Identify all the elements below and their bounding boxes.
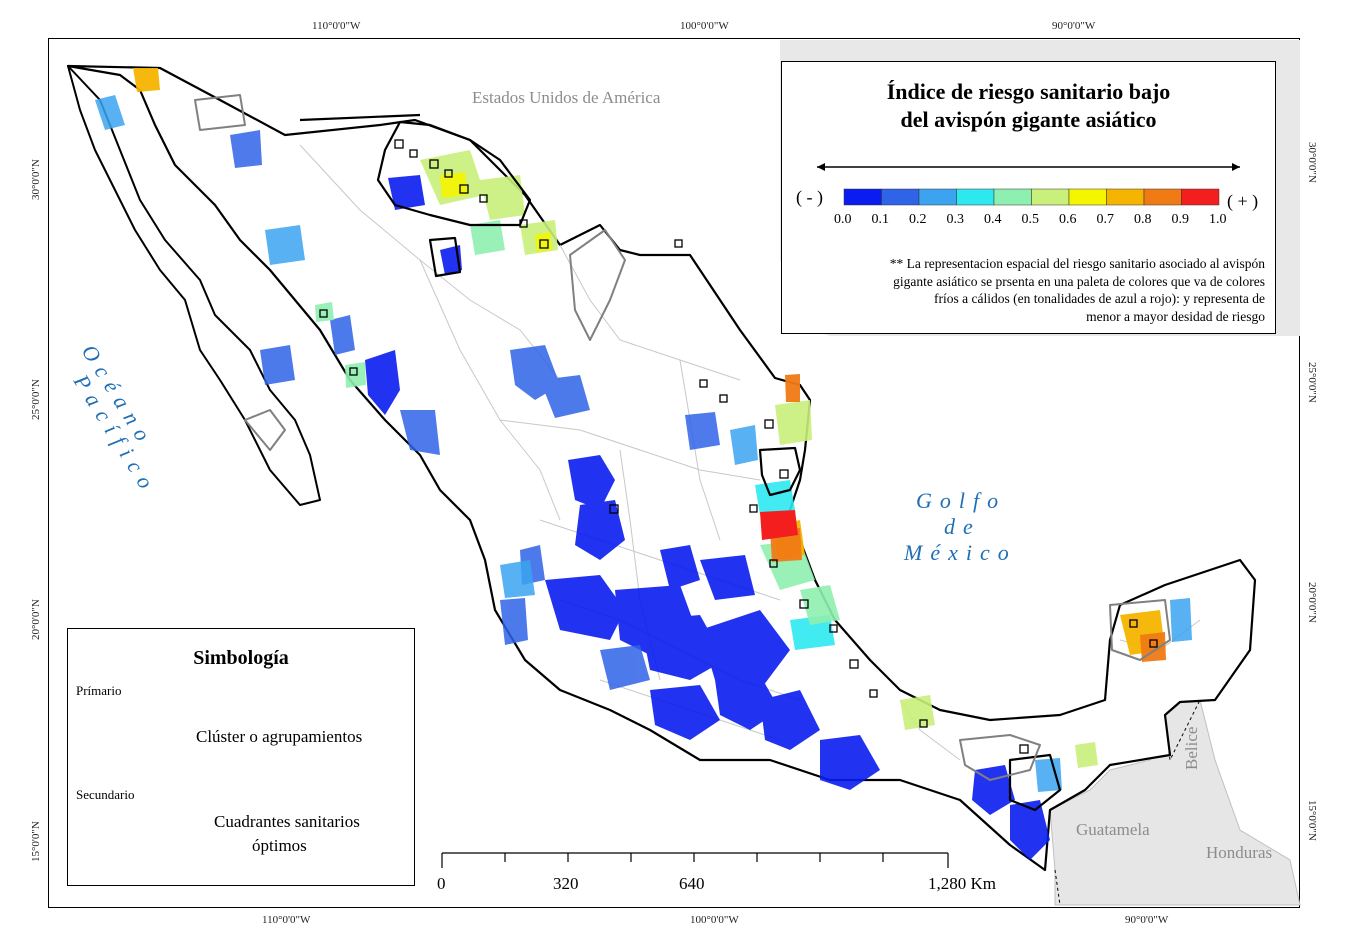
coord-bottom-100: 100°0'0"W <box>690 914 739 926</box>
scale-label-0: 0 <box>437 874 446 893</box>
legend-colorbar <box>817 163 1240 206</box>
map-frame <box>48 38 1300 908</box>
honduras-label: Honduras <box>1206 843 1273 862</box>
legend-note: ** La representacion espacial del riesgo… <box>792 255 1265 325</box>
colorbar-tick-label: 0.3 <box>946 212 965 227</box>
cuadrantes-label-line1: Cuadrantes sanitarios <box>214 812 360 831</box>
sanitary-quadrants <box>319 139 1158 754</box>
colorbar-tick-label: 0.5 <box>1021 212 1040 227</box>
belice-label: Belice <box>1182 726 1201 770</box>
legend-minus: ( - ) <box>796 187 823 207</box>
primario-label: Prímario <box>76 683 122 698</box>
coord-left-20: 20°0'0"N <box>30 599 42 640</box>
risk-patches <box>95 68 1192 860</box>
legend-note-line3: fríos a cálidos (en tonalidades de azul … <box>934 291 1265 306</box>
legend-tick-row: 0.0 0.1 0.2 0.3 0.4 0.5 0.6 0.7 0.8 0.9 1.0 <box>782 212 1277 232</box>
legend-note-line2: gigante asiático se prsenta en una palet… <box>893 273 1265 289</box>
scale-label-1280: 1,280 Km <box>928 874 996 893</box>
legend-title: Índice de riesgo sanitario bajo del avis… <box>782 78 1275 134</box>
colorbar-cell <box>843 188 882 206</box>
mexico-land <box>66 64 1257 872</box>
colorbar-tick-label: 0.4 <box>984 212 1002 227</box>
colorbar-tick-label: 1.0 <box>1209 212 1227 227</box>
coord-right-30: 30°0'0"N <box>1306 142 1318 183</box>
simbologia-title: Simbología <box>193 647 289 669</box>
scale-label-320: 320 <box>553 874 579 893</box>
colorbar-tick-label: 0.2 <box>909 212 927 227</box>
coord-bottom-110: 110°0'0"W <box>262 914 311 926</box>
guatemala-area <box>1049 699 1301 906</box>
colorbar-cell <box>1031 188 1070 206</box>
colorbar-cell <box>1143 188 1182 206</box>
colorbar-cell <box>881 188 920 206</box>
gulf-label-line3: México <box>904 540 1017 565</box>
coord-right-15: 15°0'0"N <box>1306 800 1318 841</box>
legend-plus: ( + ) <box>1227 191 1259 211</box>
scale-bar <box>441 852 949 868</box>
colorbar-tick-label: 0.0 <box>834 212 852 227</box>
colorbar-tick-label: 0.9 <box>1171 212 1190 227</box>
coord-right-20: 20°0'0"N <box>1306 582 1318 623</box>
colorbar-cell <box>1106 188 1145 206</box>
legend-note-line1: ** La representacion espacial del riesgo… <box>889 256 1265 271</box>
gulf-label-line1: Golfo <box>916 488 1007 513</box>
risk-legend: Índice de riesgo sanitario bajo del avis… <box>781 61 1276 334</box>
clusters-secondary <box>194 94 1171 781</box>
colorbar-cell <box>956 188 995 206</box>
coord-top-110: 110°0'0"W <box>312 20 361 32</box>
coord-left-30: 30°0'0"N <box>30 159 42 200</box>
usa-label: Estados Unidos de América <box>472 88 661 107</box>
colorbar-cell <box>918 188 957 206</box>
secundario-label: Secundario <box>76 787 135 802</box>
colorbar-tick-label: 0.7 <box>1096 212 1115 227</box>
clusters-primary <box>299 113 1062 812</box>
legend-title-line1: Índice de riesgo sanitario bajo <box>886 79 1171 104</box>
coord-top-100: 100°0'0"W <box>680 20 729 32</box>
coord-bottom-90: 90°0'0"W <box>1125 914 1169 926</box>
coord-left-25: 25°0'0"N <box>30 379 42 420</box>
guatemala-label: Guatamela <box>1076 820 1150 839</box>
coord-top-90: 90°0'0"W <box>1052 20 1096 32</box>
colorbar-tick-label: 0.1 <box>871 212 890 227</box>
colorbar-tick-label: 0.6 <box>1059 212 1077 227</box>
colorbar-tick-label: 0.8 <box>1134 212 1152 227</box>
gulf-label-line2: de <box>944 514 981 539</box>
baja-peninsula <box>67 65 321 506</box>
colorbar-cell <box>1068 188 1107 206</box>
coord-right-25: 25°0'0"N <box>1306 362 1318 403</box>
coord-left-15: 15°0'0"N <box>30 821 42 862</box>
colorbar-cell <box>1181 188 1220 206</box>
simbologia-legend: Simbología Prímario Secundario Clúster o… <box>67 628 415 886</box>
colorbar-cell <box>993 188 1032 206</box>
cuadrantes-label-line2: óptimos <box>252 836 307 855</box>
legend-title-line2: del avispón gigante asiático <box>900 107 1157 132</box>
scale-label-640: 640 <box>679 874 705 893</box>
legend-note-line4: menor a mayor desidad de riesgo <box>1086 308 1265 324</box>
cluster-label: Clúster o agrupamientos <box>196 727 363 746</box>
